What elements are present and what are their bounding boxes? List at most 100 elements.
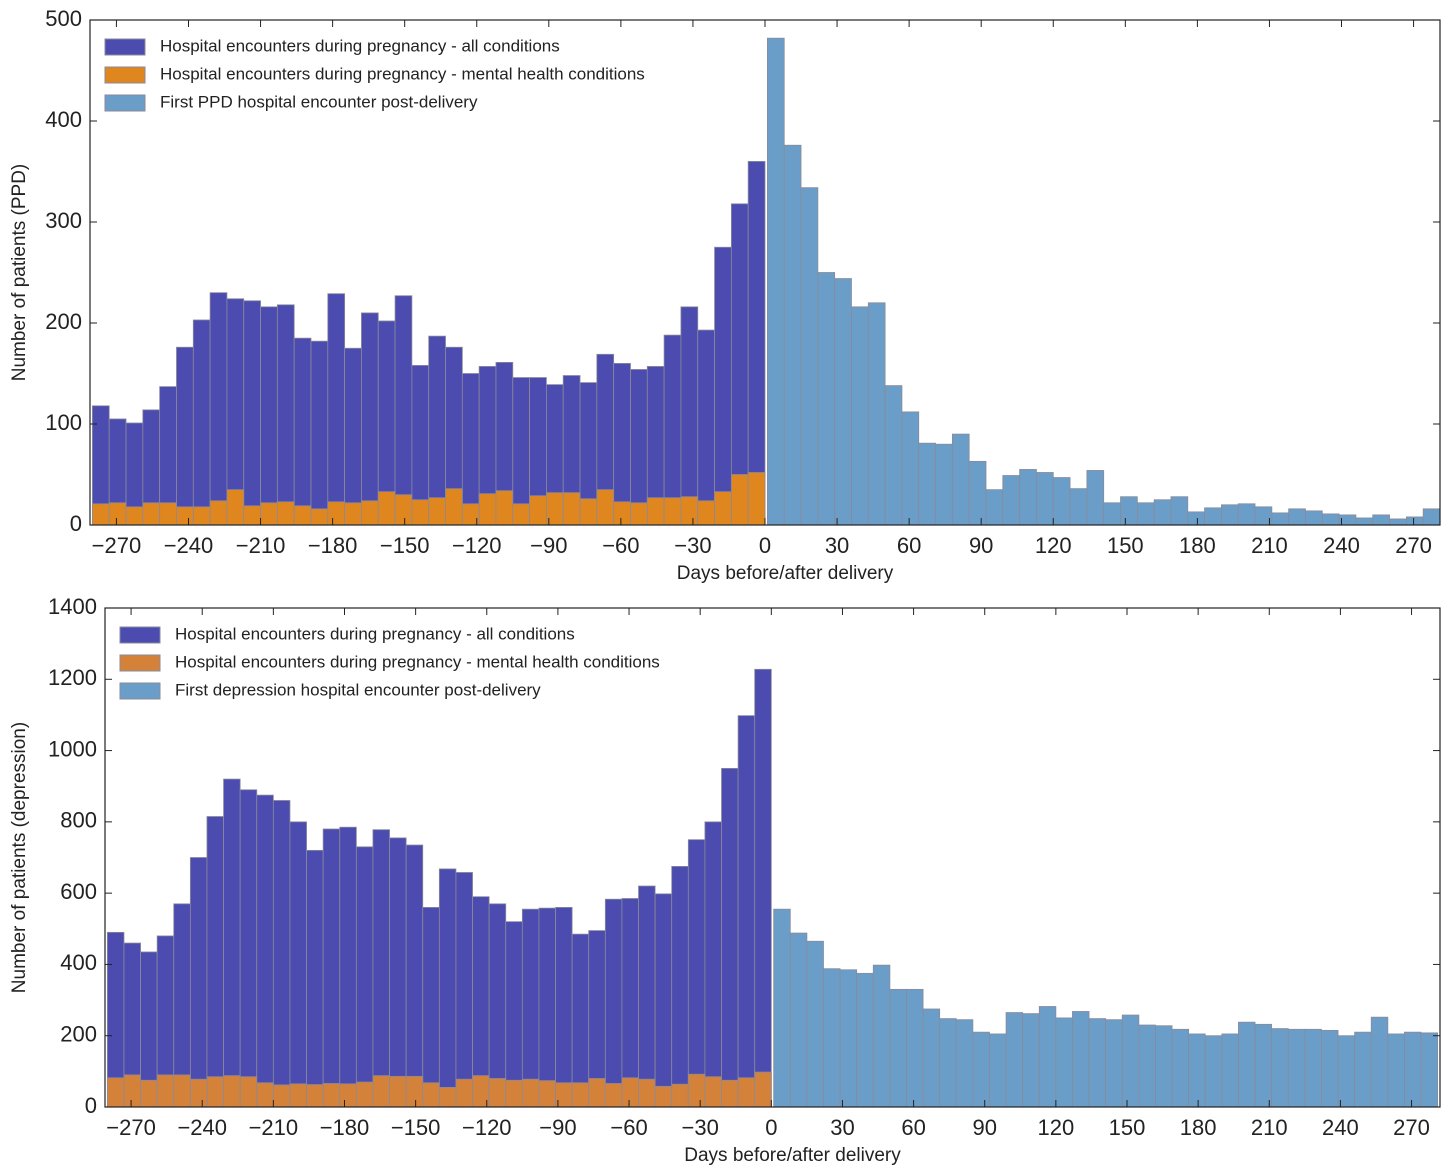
- bar: [344, 502, 362, 526]
- x-tick-label: −120: [462, 1115, 512, 1140]
- bar: [394, 494, 413, 526]
- bar: [1187, 511, 1205, 526]
- y-tick-label: 200: [60, 1022, 97, 1047]
- bar: [344, 347, 362, 526]
- y-tick-label: 300: [45, 208, 82, 233]
- bar: [1355, 517, 1374, 526]
- x-tick-label: −240: [164, 533, 214, 558]
- bar: [747, 160, 766, 526]
- y-tick-label: 100: [45, 410, 82, 435]
- bar: [714, 491, 732, 526]
- bar: [1019, 469, 1037, 526]
- bar: [1370, 1016, 1389, 1108]
- bar: [1138, 1024, 1156, 1108]
- bar: [289, 1083, 307, 1108]
- bar: [687, 839, 706, 1108]
- bar: [1086, 470, 1105, 526]
- bar: [663, 497, 682, 526]
- bar: [461, 373, 480, 526]
- bar: [209, 500, 228, 526]
- bar: [1321, 1029, 1339, 1108]
- bar: [521, 1078, 540, 1108]
- bar: [588, 1078, 606, 1108]
- bar: [1069, 488, 1088, 526]
- bar: [985, 489, 1004, 526]
- bar: [1002, 475, 1021, 526]
- bar: [276, 304, 295, 526]
- bar: [1404, 1031, 1422, 1108]
- bar: [422, 907, 440, 1108]
- bar: [361, 500, 379, 526]
- x-tick-label: −270: [92, 533, 142, 558]
- bar: [789, 932, 808, 1108]
- x-tick-label: 240: [1323, 533, 1360, 558]
- legend-label: Hospital encounters during pregnancy - m…: [175, 652, 660, 671]
- x-tick-label: −240: [177, 1115, 227, 1140]
- bar: [800, 187, 819, 526]
- x-tick-label: −30: [682, 1115, 719, 1140]
- bar: [488, 1078, 507, 1108]
- bar: [1405, 516, 1424, 526]
- bar: [1288, 508, 1306, 526]
- x-tick-label: 210: [1251, 1115, 1288, 1140]
- bar: [394, 295, 413, 526]
- bar: [372, 829, 390, 1108]
- bar: [293, 505, 312, 526]
- bar: [1120, 496, 1138, 526]
- y-tick-label: 1000: [48, 736, 97, 761]
- bar: [156, 1074, 175, 1108]
- bar: [1337, 1035, 1356, 1108]
- y-tick-label: 400: [45, 107, 82, 132]
- x-tick-label: 30: [830, 1115, 854, 1140]
- x-tick-label: 90: [969, 533, 993, 558]
- bar: [243, 505, 261, 526]
- bar: [355, 1081, 374, 1108]
- bar: [361, 312, 379, 526]
- x-tick-label: 90: [972, 1115, 996, 1140]
- bar: [478, 493, 497, 526]
- bar: [272, 1084, 291, 1108]
- x-tick-label: −180: [308, 533, 358, 558]
- bar: [256, 1082, 274, 1108]
- bar: [223, 1075, 241, 1108]
- bar: [867, 302, 886, 526]
- bar: [1221, 504, 1239, 526]
- bar: [834, 278, 852, 526]
- bar: [613, 501, 631, 526]
- legend-swatch: [119, 654, 161, 672]
- bar: [1422, 508, 1441, 526]
- bar: [189, 1078, 208, 1108]
- bar: [571, 1082, 590, 1108]
- x-tick-label: 120: [1038, 1115, 1075, 1140]
- bar: [355, 846, 374, 1108]
- bar: [445, 488, 463, 526]
- bar: [1105, 1019, 1123, 1108]
- bar: [495, 490, 514, 526]
- bar: [613, 362, 631, 526]
- bar: [714, 246, 732, 526]
- bar: [972, 1031, 990, 1108]
- bar: [773, 908, 791, 1108]
- bar: [562, 492, 581, 526]
- bar: [389, 837, 407, 1108]
- y-tick-label: 1200: [48, 665, 97, 690]
- bar: [737, 715, 756, 1108]
- bar: [223, 778, 241, 1108]
- bar: [529, 495, 547, 526]
- bar: [1204, 1035, 1223, 1108]
- bar: [579, 498, 598, 526]
- x-tick-label: −210: [236, 533, 286, 558]
- bar: [206, 1076, 224, 1108]
- bar: [939, 1018, 957, 1108]
- bar: [918, 442, 936, 526]
- bar: [1103, 502, 1121, 526]
- bar: [630, 369, 648, 526]
- bar: [92, 503, 110, 526]
- bar: [1136, 502, 1155, 526]
- bar: [555, 907, 573, 1108]
- bar: [621, 1077, 639, 1108]
- bar: [226, 489, 245, 526]
- bar: [630, 502, 648, 526]
- bar: [638, 1078, 656, 1108]
- bar: [1005, 1012, 1024, 1108]
